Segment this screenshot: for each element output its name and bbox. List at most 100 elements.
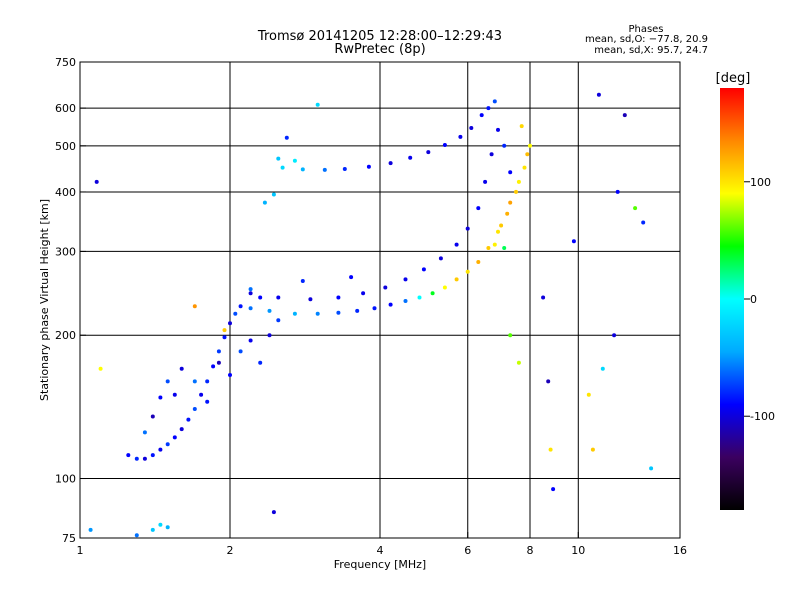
data-point-series-2: [489, 152, 494, 157]
data-point-series-0: [267, 333, 272, 338]
data-point-series-0: [142, 430, 147, 435]
data-point-series-1: [403, 299, 408, 303]
y-axis-ticks: 75 100 200 300 400 500 600 750: [55, 56, 86, 545]
x-tick-label: 2: [227, 544, 234, 557]
data-point-series-4: [222, 328, 227, 333]
data-point-series-2: [476, 206, 481, 211]
data-point-series-1: [508, 200, 513, 205]
data-point-series-1: [496, 229, 500, 234]
y-tick-label: 75: [62, 532, 76, 545]
data-point-series-0: [199, 392, 204, 397]
data-point-series-0: [228, 373, 232, 377]
data-point-series-4: [612, 333, 617, 338]
data-point-series-2: [502, 143, 507, 148]
data-point-series-2: [508, 170, 513, 175]
y-tick-label: 600: [55, 102, 76, 115]
data-point-series-1: [519, 124, 524, 129]
data-point-series-1: [355, 308, 360, 313]
data-point-series-0: [142, 456, 147, 461]
data-point-series-3: [388, 161, 393, 166]
data-point-series-1: [486, 246, 491, 250]
data-point-series-0: [150, 453, 155, 458]
data-point-series-0: [172, 435, 177, 440]
data-point-series-2: [336, 295, 341, 300]
data-point-series-1: [522, 165, 527, 170]
data-point-series-2: [479, 113, 484, 118]
data-point-series-0: [211, 364, 216, 369]
data-point-series-0: [179, 366, 184, 371]
data-point-series-4: [271, 510, 276, 515]
data-point-series-0: [228, 321, 232, 326]
x-axis-ticks: 1 2 4 6 8 10 16: [77, 532, 687, 557]
data-point-series-4: [586, 392, 591, 397]
colorbar-label: [deg]: [716, 71, 751, 86]
data-points: [88, 92, 654, 538]
data-point-series-1: [528, 143, 532, 148]
data-point-series-1: [372, 306, 377, 311]
data-point-series-1: [315, 311, 320, 316]
data-point-series-2: [483, 179, 488, 184]
data-point-series-0: [158, 447, 163, 452]
data-point-series-0: [238, 349, 243, 354]
data-point-series-2: [383, 285, 388, 290]
x-tick-label: 10: [571, 544, 585, 557]
data-point-series-4: [641, 220, 646, 225]
data-point-series-0: [192, 379, 197, 384]
y-tick-label: 750: [55, 56, 76, 69]
data-point-series-1: [499, 223, 504, 228]
data-point-series-4: [315, 102, 320, 107]
data-point-series-4: [88, 527, 93, 532]
data-point-series-4: [502, 246, 507, 250]
data-point-series-4: [150, 527, 155, 532]
data-point-series-0: [192, 407, 197, 411]
data-point-series-3: [276, 156, 281, 161]
data-point-series-3: [284, 135, 289, 140]
data-point-series-0: [150, 414, 155, 419]
phases-heading: Phases: [628, 24, 663, 35]
data-point-series-1: [476, 260, 481, 264]
data-point-series-0: [248, 287, 253, 292]
data-point-series-3: [280, 165, 285, 170]
data-point-series-0: [165, 442, 170, 447]
data-point-series-4: [165, 525, 170, 530]
phase-stats-o: mean, sd,O: −77.8, 20.9: [585, 34, 708, 45]
data-point-series-3: [262, 200, 267, 205]
data-point-series-4: [649, 466, 654, 471]
data-point-series-0: [276, 318, 281, 323]
data-point-series-2: [361, 291, 366, 296]
data-point-series-4: [590, 447, 595, 452]
y-axis-label: Stationary phase Virtual Height [km]: [38, 199, 51, 401]
data-point-series-3: [322, 167, 327, 172]
data-point-series-0: [248, 338, 253, 343]
colorbar: [720, 88, 744, 510]
x-tick-label: 1: [77, 544, 84, 557]
data-point-series-1: [454, 277, 459, 282]
data-point-series-2: [486, 106, 491, 111]
data-point-series-4: [94, 179, 99, 184]
y-tick-label: 100: [55, 473, 76, 486]
data-point-series-4: [134, 533, 139, 538]
data-point-series-3: [469, 126, 474, 130]
data-point-series-4: [98, 366, 103, 371]
data-point-series-0: [258, 360, 263, 365]
data-point-series-1: [492, 242, 497, 247]
data-point-series-4: [633, 206, 638, 211]
colorbar-tick-label: 0: [750, 293, 757, 306]
data-point-series-0: [205, 379, 210, 384]
x-axis-label: Frequency [MHz]: [334, 558, 426, 571]
data-point-series-2: [300, 279, 305, 283]
data-point-series-2: [276, 295, 281, 300]
data-point-series-0: [179, 427, 184, 432]
data-point-series-4: [192, 304, 197, 309]
data-point-series-4: [548, 447, 553, 452]
data-point-series-1: [465, 269, 470, 274]
data-point-series-2: [403, 277, 408, 282]
data-point-series-3: [366, 164, 371, 169]
data-point-series-4: [541, 295, 546, 300]
data-point-series-2: [492, 99, 497, 104]
data-point-series-2: [248, 291, 253, 296]
data-point-series-4: [571, 239, 576, 244]
data-point-series-0: [134, 456, 139, 461]
y-tick-label: 200: [55, 329, 76, 342]
